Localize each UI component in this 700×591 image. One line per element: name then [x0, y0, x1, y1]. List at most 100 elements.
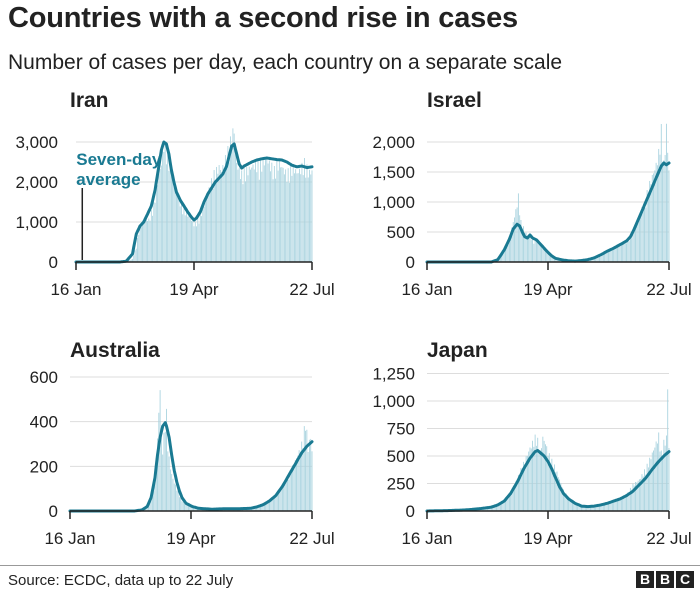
- daily-case-bar: [645, 207, 647, 262]
- daily-case-bar: [294, 173, 295, 262]
- daily-case-bar: [250, 169, 251, 262]
- daily-case-bar: [668, 448, 670, 511]
- daily-case-bar: [631, 238, 633, 262]
- panel-title: Japan: [427, 339, 488, 362]
- daily-case-bar: [497, 504, 499, 511]
- daily-case-bar: [660, 450, 662, 511]
- daily-case-bar: [636, 482, 638, 511]
- daily-case-bar: [565, 493, 567, 511]
- daily-case-bar: [278, 490, 279, 511]
- daily-case-bar: [187, 505, 189, 511]
- daily-case-bar: [604, 503, 606, 511]
- daily-case-bar: [608, 502, 609, 511]
- daily-case-bar: [270, 171, 271, 262]
- y-tick-label: 2,000: [15, 173, 58, 192]
- daily-case-bar: [610, 501, 612, 511]
- daily-case-bar: [539, 450, 541, 511]
- daily-case-bar: [609, 502, 611, 511]
- daily-case-bar: [516, 481, 518, 511]
- daily-case-bar: [174, 184, 176, 262]
- daily-case-bar: [543, 247, 545, 262]
- daily-case-bar: [287, 168, 289, 262]
- daily-case-bar: [524, 232, 526, 262]
- daily-case-bar: [168, 170, 170, 262]
- daily-case-bar: [171, 473, 173, 511]
- daily-case-bar: [139, 226, 141, 262]
- daily-case-bar: [553, 464, 555, 511]
- daily-case-bar: [243, 168, 245, 262]
- daily-case-bar: [265, 159, 266, 262]
- daily-case-bar: [280, 167, 282, 262]
- daily-case-bar: [626, 496, 627, 511]
- daily-case-bar: [160, 426, 162, 511]
- daily-case-bar: [539, 242, 541, 262]
- x-tick-label: 22 Jul: [646, 529, 691, 548]
- daily-case-bar: [665, 435, 667, 511]
- daily-case-bar: [153, 202, 155, 262]
- daily-case-bar: [247, 175, 249, 262]
- daily-case-bar: [510, 234, 512, 262]
- daily-case-bar: [263, 503, 265, 511]
- daily-case-bar: [217, 173, 219, 262]
- daily-case-bar: [272, 179, 274, 262]
- daily-case-bar: [618, 498, 620, 511]
- daily-case-bar: [258, 505, 260, 511]
- daily-case-bar: [572, 502, 573, 511]
- daily-case-bar: [289, 470, 291, 511]
- daily-case-bar: [613, 247, 615, 262]
- daily-case-bar: [262, 158, 264, 262]
- daily-case-bar: [581, 506, 582, 511]
- daily-case-bar: [180, 497, 182, 511]
- daily-case-bar: [162, 454, 164, 511]
- daily-case-bar: [262, 504, 264, 511]
- daily-case-bar: [267, 163, 269, 262]
- daily-case-bar: [203, 206, 205, 262]
- daily-case-bar: [514, 485, 515, 511]
- daily-case-bar: [528, 451, 530, 511]
- daily-case-bar: [298, 450, 300, 511]
- x-tick-label: 22 Jul: [289, 529, 334, 548]
- daily-case-bar: [510, 492, 512, 511]
- daily-case-bar: [263, 165, 265, 262]
- daily-case-bar: [157, 438, 158, 511]
- daily-case-bar: [658, 148, 660, 262]
- daily-case-bar: [257, 506, 259, 511]
- page-title: Countries with a second rise in cases: [8, 2, 518, 34]
- daily-case-bar: [294, 460, 296, 511]
- y-tick-label: 400: [30, 413, 58, 432]
- daily-case-bar: [525, 232, 527, 262]
- x-tick-label: 19 Apr: [523, 280, 572, 299]
- daily-case-bar: [143, 219, 145, 262]
- daily-case-bar: [300, 174, 302, 262]
- daily-case-bar: [172, 478, 174, 511]
- daily-case-bar: [528, 236, 530, 262]
- daily-case-bar: [201, 216, 202, 262]
- daily-case-bar: [148, 505, 149, 511]
- daily-case-bar: [655, 162, 657, 262]
- daily-case-bar: [618, 244, 620, 262]
- daily-case-bar: [194, 506, 196, 511]
- daily-case-bar: [544, 249, 546, 262]
- daily-case-bar: [514, 217, 515, 262]
- daily-case-bar: [169, 158, 171, 262]
- daily-case-bar: [590, 506, 591, 511]
- daily-case-bar: [149, 502, 151, 511]
- daily-case-bar: [645, 474, 647, 511]
- daily-case-bar: [286, 181, 288, 262]
- daily-case-bar: [502, 502, 504, 511]
- daily-case-bar: [587, 506, 589, 511]
- x-tick-label: 16 Jan: [44, 529, 95, 548]
- x-tick-label: 16 Jan: [401, 280, 452, 299]
- daily-case-bar: [505, 500, 506, 511]
- daily-case-bar: [310, 174, 312, 262]
- daily-case-bar: [658, 432, 660, 511]
- daily-case-bar: [629, 235, 631, 262]
- daily-case-bar: [184, 503, 186, 511]
- daily-case-bar: [276, 493, 278, 511]
- seven-day-average-line: [425, 449, 671, 513]
- daily-case-bar: [304, 158, 305, 262]
- daily-case-bar: [592, 258, 594, 262]
- daily-case-bar: [308, 439, 310, 511]
- daily-case-bar: [534, 239, 536, 262]
- daily-case-bar: [129, 260, 131, 262]
